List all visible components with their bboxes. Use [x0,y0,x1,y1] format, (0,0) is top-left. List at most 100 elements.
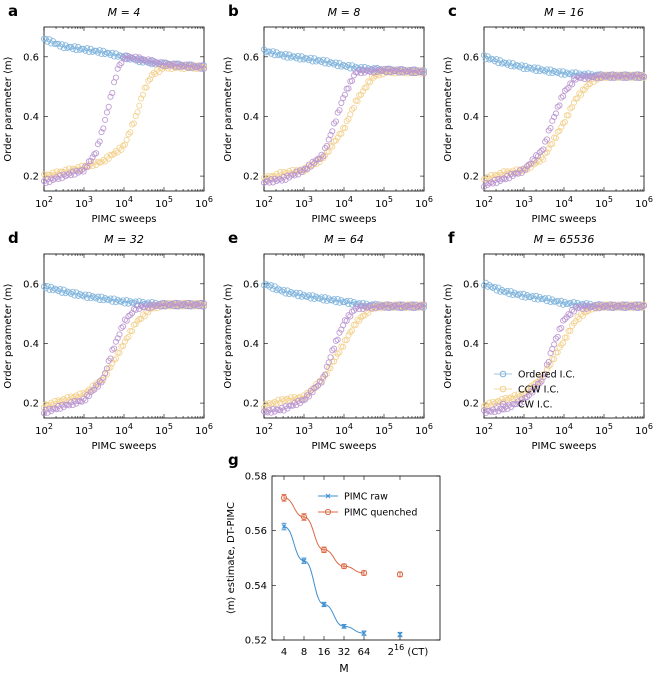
data-point [322,60,329,67]
data-point [358,91,365,98]
data-point [341,91,348,98]
data-point [334,350,341,357]
series-pimc-quenched [280,494,404,578]
data-point [493,179,500,186]
data-point [615,73,622,80]
data-point [46,401,53,408]
data-point [129,328,136,335]
data-point [266,179,273,186]
series-ordered-i-c- [480,52,648,81]
data-point [121,55,128,62]
panel-title: M = 4 [108,6,141,19]
data-point [332,59,339,66]
data-point [284,395,291,402]
data-point [633,71,640,78]
x-tick-label: 8 [301,647,307,658]
series-ccw-i-c- [260,66,428,184]
data-point [314,155,321,162]
data-point [393,304,401,311]
data-point [125,131,132,138]
data-point [291,53,298,60]
data-point [347,329,354,336]
data-point [640,73,648,80]
data-point [66,289,73,296]
data-point [372,72,379,79]
data-point [264,282,271,289]
data-point [531,64,538,71]
data-point [120,297,127,304]
legend-marker [499,400,507,408]
data-point [143,84,150,91]
data-point [578,91,585,98]
x-tick-label: 102 [35,422,53,437]
data-point [64,171,71,178]
data-point [397,304,404,311]
x-tick-label: 105 [155,422,173,437]
data-point [329,128,336,135]
data-point [560,339,567,347]
series-cw-i-c- [480,301,648,417]
data-point [87,157,94,165]
data-point [320,546,328,553]
data-point [85,48,92,55]
data-point [338,99,345,107]
y-tick-label: 0.2 [23,399,39,410]
data-point [154,59,161,66]
data-point [569,69,576,76]
x-tick-label: 106 [635,195,653,210]
plot-frame [483,26,645,192]
data-point [343,117,350,125]
data-point [123,297,130,304]
data-point [84,45,91,52]
data-point [356,317,363,324]
data-point [296,400,304,407]
data-point [307,54,314,61]
data-point [615,302,622,309]
data-point [560,120,567,127]
data-point [200,65,208,72]
data-point [365,304,372,311]
data-point [121,338,128,345]
data-point [129,54,136,61]
data-point [284,172,291,179]
data-point [341,623,347,629]
data-point [370,69,377,76]
data-point [549,117,556,124]
data-point [594,75,601,82]
data-point [200,300,208,307]
x-tick-label: 105 [375,195,393,210]
x-axis-label: PIMC sweeps [531,441,596,452]
data-point [156,61,163,68]
data-point [166,301,173,309]
data-point [349,327,356,334]
data-point [284,287,291,294]
data-point [145,56,152,63]
x-axis-label: M [339,662,349,675]
data-point [516,64,524,71]
data-point [73,47,80,54]
data-point [320,56,327,63]
data-point [103,371,110,378]
x-tick-label: 102 [255,195,273,210]
data-point [71,43,78,50]
data-point [327,354,334,361]
data-point [608,304,615,311]
data-point [581,75,588,82]
data-point [406,304,413,311]
data-point [489,56,497,63]
data-point [558,123,565,131]
data-point [606,74,613,81]
data-point [275,285,282,292]
data-point [105,297,112,304]
data-point [268,409,275,416]
data-point [345,62,352,69]
y-axis-label: Order parameter ⟨m⟩ [443,56,454,161]
data-point [417,302,424,309]
data-point [132,53,139,60]
data-point [540,156,547,163]
data-point [286,174,293,181]
data-point [105,50,112,57]
data-point [301,558,307,564]
x-tick-label: 216 (CT) [388,643,429,658]
data-point [157,303,164,310]
